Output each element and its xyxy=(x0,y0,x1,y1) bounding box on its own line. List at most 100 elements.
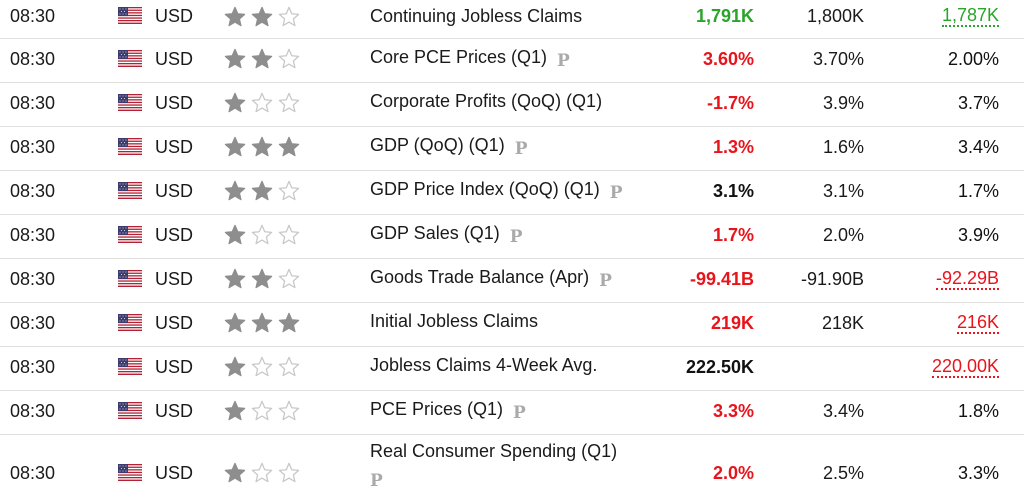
table-row[interactable]: 08:30 USD Corporate Profits (QoQ) (Q1) -1.7… xyxy=(0,83,1024,127)
forecast-value: 2.5% xyxy=(822,463,864,483)
star-icon xyxy=(224,356,246,378)
importance-rating xyxy=(224,400,308,422)
preliminary-badge[interactable]: P xyxy=(599,271,612,291)
currency-label: USD xyxy=(155,269,194,289)
event-name[interactable]: Jobless Claims 4-Week Avg. xyxy=(370,355,597,376)
us-flag-icon xyxy=(118,7,142,24)
forecast-value: 3.70% xyxy=(812,49,864,69)
currency-label: USD xyxy=(155,93,194,113)
previous-value[interactable]: -92.29B xyxy=(935,268,999,290)
currency-label: USD xyxy=(155,6,194,26)
star-icon xyxy=(278,356,300,378)
table-row[interactable]: 08:30 USD Jobless Claims 4-Week Avg. 222.50… xyxy=(0,347,1024,391)
star-icon xyxy=(224,136,246,158)
star-icon xyxy=(224,312,246,334)
star-icon xyxy=(278,268,300,290)
us-flag-icon xyxy=(118,358,142,375)
table-row[interactable]: 08:30 USD Goods Trade Balance (Apr) P -99.41… xyxy=(0,259,1024,303)
preliminary-badge[interactable]: P xyxy=(557,51,570,71)
event-name[interactable]: Goods Trade Balance (Apr) P xyxy=(370,267,612,291)
actual-value: 3.3% xyxy=(712,401,754,421)
event-name-text[interactable]: Core PCE Prices (Q1) xyxy=(370,47,548,67)
forecast-value: -91.90B xyxy=(800,269,864,289)
star-icon xyxy=(251,6,273,28)
star-icon xyxy=(251,180,273,202)
event-name[interactable]: GDP Sales (Q1) P xyxy=(370,223,523,247)
preliminary-badge[interactable]: P xyxy=(370,471,383,491)
event-name[interactable]: Real Consumer Spending (Q1) P xyxy=(370,441,670,491)
us-flag-icon xyxy=(118,270,142,287)
star-icon xyxy=(224,462,246,484)
currency-label: USD xyxy=(155,463,194,483)
us-flag-icon xyxy=(118,182,142,199)
event-name[interactable]: Continuing Jobless Claims xyxy=(370,6,582,27)
preliminary-badge[interactable]: P xyxy=(513,403,526,423)
previous-value: 2.00% xyxy=(947,49,999,69)
us-flag-icon xyxy=(118,138,142,155)
event-name-text[interactable]: GDP Price Index (QoQ) (Q1) xyxy=(370,179,600,199)
table-row[interactable]: 08:30 USD Continuing Jobless Claims 1,791K 1… xyxy=(0,0,1024,39)
forecast-value: 3.1% xyxy=(822,181,864,201)
event-name[interactable]: GDP (QoQ) (Q1) P xyxy=(370,135,528,159)
event-name-text[interactable]: PCE Prices (Q1) xyxy=(370,399,504,419)
us-flag-icon xyxy=(118,226,142,243)
star-icon xyxy=(278,92,300,114)
table-row[interactable]: 08:30 USD GDP Sales (Q1) P 1.7% 2.0% 3.9% xyxy=(0,215,1024,259)
us-flag-icon xyxy=(118,464,142,481)
event-time: 08:30 xyxy=(10,225,56,245)
event-name-text[interactable]: GDP Sales (Q1) xyxy=(370,223,500,243)
event-name[interactable]: Corporate Profits (QoQ) (Q1) xyxy=(370,91,602,112)
event-name-text[interactable]: GDP (QoQ) (Q1) xyxy=(370,135,505,155)
event-name[interactable]: GDP Price Index (QoQ) (Q1) P xyxy=(370,179,623,203)
actual-value: 222.50K xyxy=(685,357,754,377)
currency-label: USD xyxy=(155,137,194,157)
forecast-value: 1.6% xyxy=(822,137,864,157)
actual-value: 3.60% xyxy=(702,49,754,69)
currency-label: USD xyxy=(155,313,194,333)
table-row[interactable]: 08:30 USD Real Consumer Spending (Q1) P 2.0%… xyxy=(0,435,1024,497)
event-time: 08:30 xyxy=(10,93,56,113)
event-name[interactable]: Initial Jobless Claims xyxy=(370,311,538,332)
star-icon xyxy=(224,6,246,28)
event-name-text[interactable]: Continuing Jobless Claims xyxy=(370,6,583,26)
previous-value[interactable]: 216K xyxy=(956,312,999,334)
preliminary-badge[interactable]: P xyxy=(609,183,623,203)
importance-rating xyxy=(224,48,308,70)
event-name[interactable]: PCE Prices (Q1) P xyxy=(370,399,526,423)
event-name-text[interactable]: Initial Jobless Claims xyxy=(370,311,539,331)
event-time: 08:30 xyxy=(10,269,56,289)
event-name-text[interactable]: Real Consumer Spending (Q1) xyxy=(370,441,618,461)
event-name-text[interactable]: Corporate Profits (QoQ) (Q1) xyxy=(370,91,603,111)
importance-rating xyxy=(224,462,308,484)
actual-value: 2.0% xyxy=(712,463,754,483)
event-time: 08:30 xyxy=(10,313,56,333)
preliminary-badge[interactable]: P xyxy=(509,227,523,247)
table-row[interactable]: 08:30 USD Initial Jobless Claims 219K 218K 21… xyxy=(0,303,1024,347)
importance-rating xyxy=(224,312,308,334)
previous-value[interactable]: 220.00K xyxy=(931,356,999,378)
star-icon xyxy=(251,136,273,158)
star-icon xyxy=(251,462,273,484)
previous-value: 3.3% xyxy=(957,463,999,483)
event-name-text[interactable]: Jobless Claims 4-Week Avg. xyxy=(370,355,598,375)
previous-value: 3.7% xyxy=(957,93,999,113)
event-name[interactable]: Core PCE Prices (Q1) P xyxy=(370,47,570,71)
importance-rating xyxy=(224,92,308,114)
table-row[interactable]: 08:30 USD GDP Price Index (QoQ) (Q1) P 3.1% 3… xyxy=(0,171,1024,215)
forecast-value: 1,800K xyxy=(806,6,864,26)
event-time: 08:30 xyxy=(10,357,56,377)
table-row[interactable]: 08:30 USD Core PCE Prices (Q1) P 3.60% 3.70% 2… xyxy=(0,39,1024,83)
table-row[interactable]: 08:30 USD PCE Prices (Q1) P 3.3% 3.4% 1.8% xyxy=(0,391,1024,435)
previous-value[interactable]: 1,787K xyxy=(941,5,999,27)
event-name-text[interactable]: Goods Trade Balance (Apr) xyxy=(370,267,590,287)
table-row[interactable]: 08:30 USD GDP (QoQ) (Q1) P 1.3% 1.6% 3.4% xyxy=(0,127,1024,171)
preliminary-badge[interactable]: P xyxy=(514,139,528,159)
previous-value: 1.7% xyxy=(957,181,999,201)
star-icon xyxy=(251,356,273,378)
us-flag-icon xyxy=(118,314,142,331)
importance-rating xyxy=(224,268,308,290)
star-icon xyxy=(278,180,300,202)
forecast-value: 3.4% xyxy=(822,401,864,421)
star-icon xyxy=(224,180,246,202)
